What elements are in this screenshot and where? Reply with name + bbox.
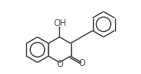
Text: OH: OH xyxy=(53,19,67,28)
Text: O: O xyxy=(56,60,63,69)
Text: O: O xyxy=(79,59,86,68)
